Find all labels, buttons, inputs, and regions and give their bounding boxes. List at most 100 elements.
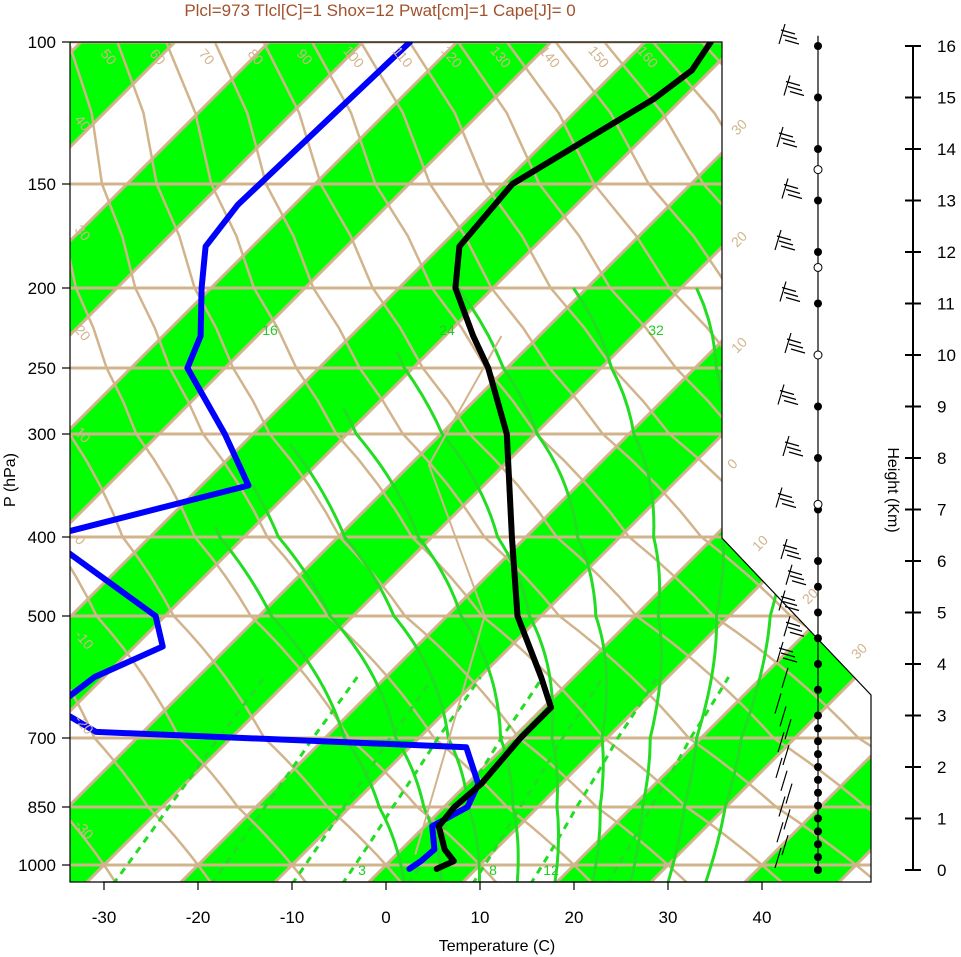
temperature-band bbox=[70, 42, 551, 882]
wind-level-dot bbox=[814, 634, 822, 643]
wind-barb-feather bbox=[787, 193, 803, 200]
wind-barb-feather bbox=[784, 549, 800, 555]
dry-adiabat-line bbox=[457, 42, 871, 882]
height-axis-title: Height (Km) bbox=[884, 447, 901, 532]
mixing-ratio-label: 16 bbox=[262, 322, 278, 338]
moist-adiabat-line bbox=[456, 287, 609, 882]
plot-frame bbox=[69, 41, 872, 883]
wind-barb bbox=[775, 487, 783, 508]
wind-barb-feather bbox=[790, 348, 806, 354]
temperature-band bbox=[70, 42, 363, 882]
y-axis-title: P (hPa) bbox=[2, 453, 19, 507]
wind-level-dot bbox=[814, 402, 822, 411]
isotherm-line bbox=[70, 42, 271, 882]
wind-barb bbox=[774, 847, 782, 869]
height-tick-label: 3 bbox=[937, 707, 946, 726]
wind-barb-feather bbox=[781, 394, 797, 401]
wind-barb bbox=[774, 693, 782, 714]
mixing-ratio-label: 32 bbox=[648, 322, 664, 338]
pressure-tick-label: 700 bbox=[28, 729, 56, 748]
pressure-tick-label: 300 bbox=[28, 425, 56, 444]
wind-level-dot bbox=[814, 454, 822, 462]
dry-adiabat-line bbox=[70, 42, 118, 882]
wind-barb-feather bbox=[779, 389, 795, 396]
wind-barb bbox=[782, 435, 790, 457]
wind-barb-feather bbox=[776, 235, 792, 241]
wind-profile bbox=[774, 23, 823, 874]
wind-barb-feather bbox=[789, 90, 805, 97]
mixing-ratio-line bbox=[209, 676, 359, 882]
isotherm-line bbox=[70, 42, 365, 882]
dry-adiabat-line bbox=[116, 42, 690, 882]
mixing-ratio-line bbox=[290, 676, 435, 882]
wind-open-dot bbox=[813, 350, 823, 360]
x-tick-label: 10 bbox=[471, 908, 490, 927]
mixing-ratio-label: 3 bbox=[358, 862, 366, 878]
isotherm-label: 0 bbox=[724, 455, 741, 472]
isotherm-label: 20 bbox=[728, 228, 750, 250]
wind-barb bbox=[776, 641, 784, 663]
wind-barb-feather bbox=[783, 291, 799, 298]
wind-level-dot bbox=[814, 608, 822, 617]
mixing-ratio-label: 12 bbox=[543, 862, 559, 878]
parcel-path-line bbox=[414, 335, 503, 855]
wind-barb-feather bbox=[785, 188, 801, 195]
isotherm-label: 30 bbox=[728, 116, 750, 138]
wind-barb bbox=[782, 744, 790, 766]
height-tick-label: 11 bbox=[937, 295, 955, 314]
wind-barb-feather bbox=[782, 544, 798, 550]
wind-barb bbox=[778, 590, 786, 611]
isotherm-line bbox=[70, 42, 835, 882]
dry-adiabat-line bbox=[70, 42, 404, 882]
wind-level-dot bbox=[814, 814, 822, 823]
isotherm-line bbox=[649, 42, 871, 882]
wind-barb-feather bbox=[780, 245, 796, 251]
wind-barb bbox=[778, 23, 786, 45]
wind-level-dot bbox=[814, 42, 822, 50]
wind-barb-feather bbox=[787, 626, 803, 632]
temperature-band bbox=[181, 42, 871, 882]
wind-level-dot bbox=[814, 750, 822, 759]
wind-barb bbox=[774, 229, 782, 251]
isotherm-label: 30 bbox=[848, 640, 870, 662]
wind-level-dot bbox=[814, 582, 822, 591]
height-tick-label: 2 bbox=[937, 758, 946, 777]
wind-level-dot bbox=[814, 775, 822, 784]
wind-barb bbox=[781, 834, 789, 856]
wind-barb bbox=[778, 796, 786, 817]
wind-barb-feather bbox=[786, 554, 802, 560]
wind-level-dot bbox=[814, 840, 822, 849]
wind-level-dot bbox=[814, 557, 822, 565]
pressure-tick-label: 100 bbox=[28, 33, 56, 52]
wind-level-dot bbox=[814, 724, 822, 733]
x-axis: -30 -20 -10 0 10 20 30 40 bbox=[92, 881, 771, 927]
dry-adiabat-line bbox=[70, 42, 595, 882]
wind-open-dot bbox=[813, 165, 823, 175]
temperature-band bbox=[70, 42, 739, 882]
wind-barb bbox=[776, 126, 784, 148]
isotherm-line bbox=[273, 42, 871, 882]
wind-barb bbox=[777, 731, 785, 753]
mixing-ratio-labels: 16 24 32 3 8 12 bbox=[262, 322, 664, 878]
wind-barb bbox=[779, 281, 787, 302]
wind-barb-feather bbox=[784, 605, 800, 612]
wind-barb-feather bbox=[782, 657, 798, 663]
height-tick-label: 5 bbox=[937, 604, 946, 623]
height-tick-label: 6 bbox=[937, 552, 946, 571]
wind-barb bbox=[779, 706, 787, 727]
wind-barb-feather bbox=[780, 137, 796, 143]
mixing-ratio-line bbox=[340, 676, 482, 882]
wind-barb-feather bbox=[782, 142, 798, 148]
wind-barb-feather bbox=[778, 647, 794, 653]
wind-level-dot bbox=[814, 853, 822, 862]
wind-level-dot bbox=[814, 196, 822, 205]
pressure-tick-label: 1000 bbox=[18, 856, 56, 875]
dry-adiabat-line bbox=[408, 42, 871, 882]
wind-barb bbox=[783, 75, 791, 96]
wind-barb-feather bbox=[781, 502, 797, 509]
dry-adiabat-label: 70 bbox=[196, 46, 218, 68]
moist-adiabat-line bbox=[288, 443, 481, 882]
x-tick-label: -10 bbox=[280, 908, 305, 927]
